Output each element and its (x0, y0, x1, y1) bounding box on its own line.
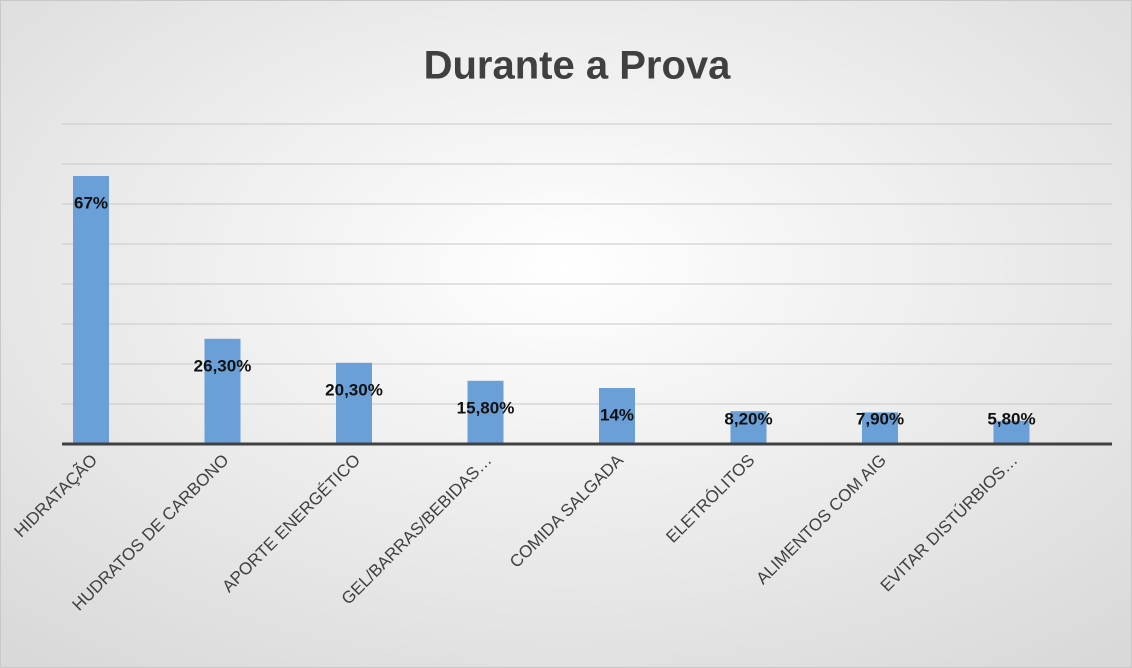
bar (730, 411, 767, 444)
bar (862, 412, 898, 444)
value-label: 67% (74, 193, 108, 212)
chart-title: Durante a Prova (424, 44, 732, 88)
bar (73, 176, 109, 444)
value-label: 26,30% (194, 356, 252, 375)
bar (993, 420, 1030, 444)
value-label: 20,30% (325, 380, 383, 399)
value-label: 7,90% (856, 409, 904, 428)
bar (599, 388, 635, 444)
bar (204, 338, 241, 444)
bar (467, 380, 504, 444)
value-label: 14% (600, 405, 634, 424)
value-label: 5,80% (987, 409, 1035, 428)
bar (336, 362, 372, 444)
value-label: 8,20% (724, 409, 772, 428)
value-label: 15,80% (457, 398, 515, 417)
